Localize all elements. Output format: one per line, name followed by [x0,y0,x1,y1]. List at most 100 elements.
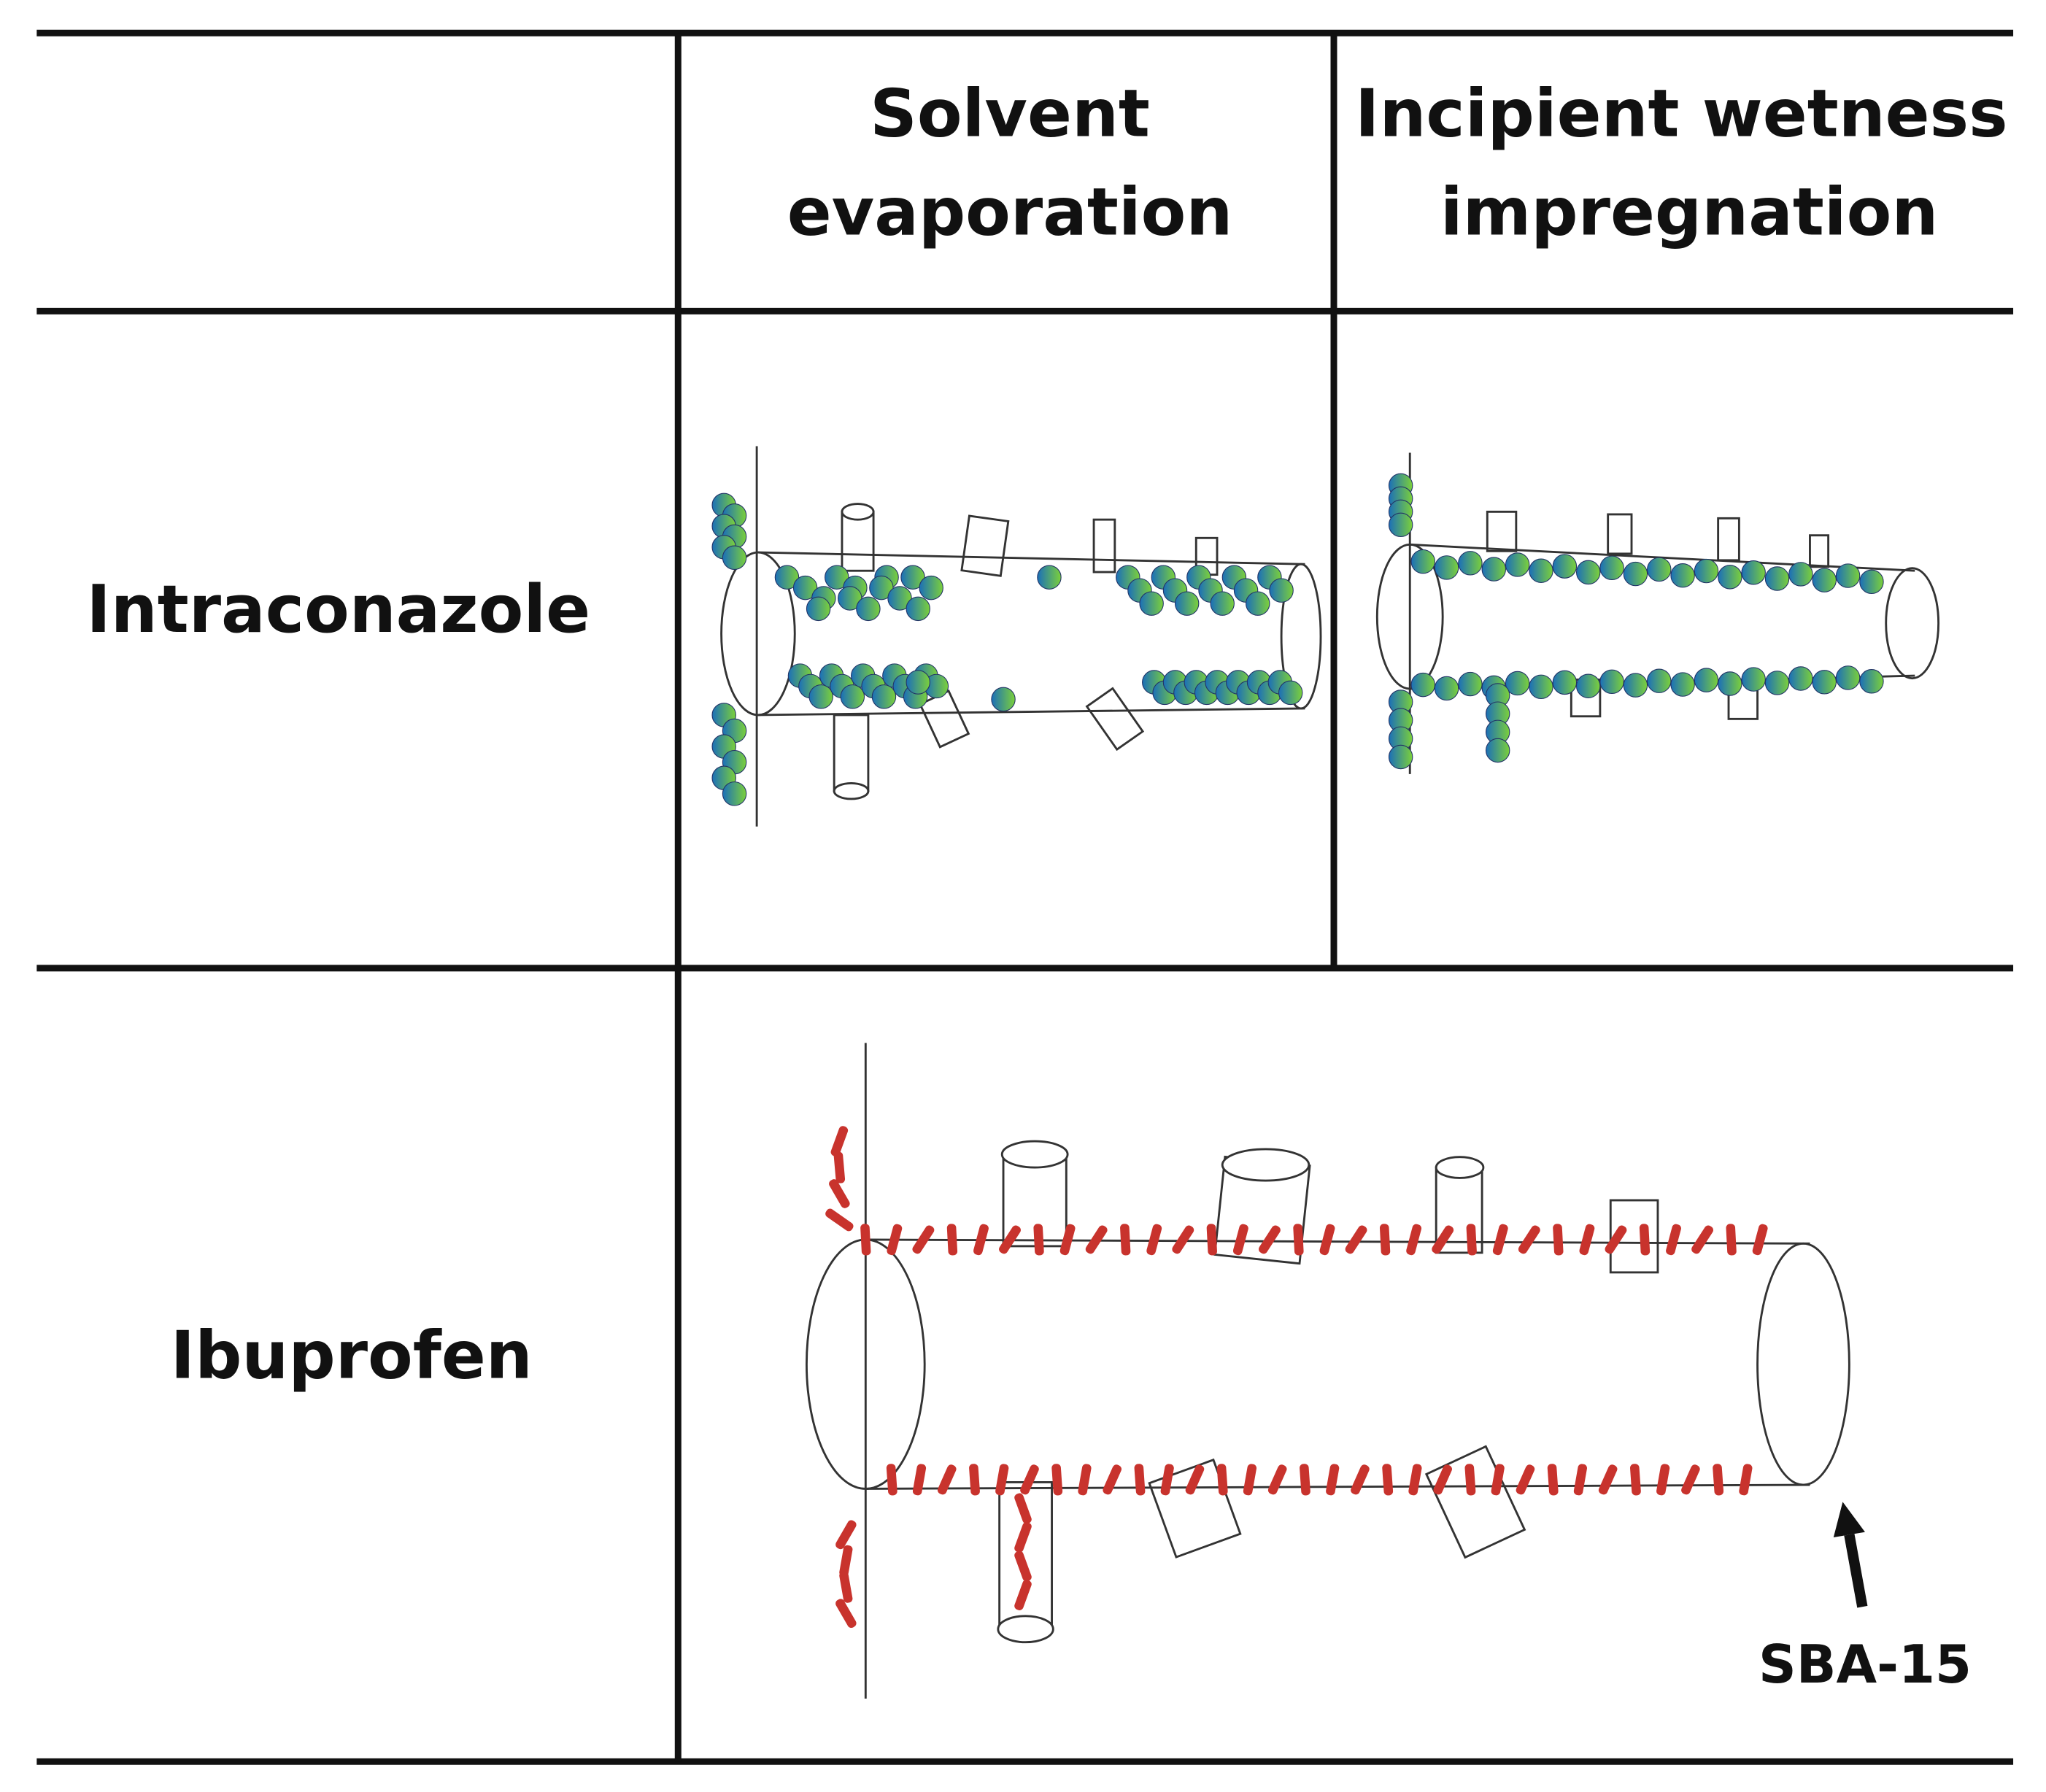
molecule [937,1464,957,1495]
molecule [1812,670,1837,695]
molecule [1491,1464,1505,1496]
molecule [833,1151,846,1183]
molecule [1434,676,1459,701]
molecule [1033,1224,1044,1256]
molecule [1085,1225,1108,1254]
molecule [839,1571,853,1603]
molecule [722,545,747,570]
molecule [1319,1224,1335,1256]
pore-illustration [720,446,1322,827]
molecule [1267,1464,1287,1495]
molecule [1433,1464,1452,1495]
molecule [1410,672,1435,698]
molecule [1300,1464,1310,1496]
molecule [1458,671,1483,697]
molecule [1599,555,1624,580]
molecule [1269,578,1294,603]
molecule [1134,1464,1146,1496]
molecule [999,1225,1021,1254]
molecule [1464,1464,1476,1496]
molecule [1206,1224,1217,1256]
molecule [1078,1464,1092,1496]
molecule [900,565,925,590]
molecule [1216,1464,1228,1496]
molecule [1051,1464,1063,1496]
molecule [1670,563,1695,588]
molecule [835,1520,857,1550]
molecule [1713,1464,1724,1496]
molecule [1623,561,1648,587]
molecule [1681,1464,1700,1495]
molecule [808,684,833,709]
column-header: Incipient wetness [1355,77,2008,152]
molecule [835,1599,857,1629]
molecule [1629,1464,1641,1496]
molecule [1014,1550,1032,1582]
molecule [1573,1464,1587,1496]
molecule [1859,669,1884,694]
molecule [1014,1522,1032,1553]
molecule [1599,669,1624,695]
molecule [1232,1224,1248,1256]
molecule [1492,1224,1508,1256]
molecule [1598,1464,1618,1495]
molecule [838,586,862,611]
molecule [1432,1225,1454,1254]
molecule [886,1464,897,1496]
molecule [1741,667,1766,692]
molecule [1575,673,1601,698]
molecule [1458,551,1483,576]
molecule [1529,558,1553,583]
row-label: Intraconazole [86,572,590,648]
molecule [1718,671,1742,696]
molecule [1434,555,1459,580]
molecule [1485,738,1510,763]
molecule [1718,565,1742,590]
molecule [1788,562,1813,587]
molecule [1516,1464,1535,1495]
molecule [1623,673,1648,698]
annotation: SBA-15 [1759,1634,1972,1695]
molecule [1505,671,1530,696]
molecule [1505,552,1530,577]
molecule [1575,560,1601,585]
molecule [1103,1464,1122,1495]
molecule [1812,568,1837,592]
molecule [856,596,881,622]
molecule [1552,670,1578,695]
molecule [871,684,897,709]
molecule [1466,1224,1477,1256]
molecule [1146,1224,1162,1256]
molecule [1647,668,1672,693]
molecule [1835,665,1861,690]
molecule [1014,1493,1032,1524]
molecule [1835,563,1861,588]
molecule [1553,1224,1564,1256]
column-header: impregnation [1440,174,1938,250]
molecule [1160,1464,1174,1496]
molecule [1120,1224,1131,1256]
molecule [1408,1464,1422,1496]
molecule [1210,591,1235,616]
molecule [946,1224,958,1256]
molecule [1379,1224,1391,1256]
molecule [1172,1225,1194,1254]
molecule [1243,1464,1257,1496]
molecule [1670,672,1695,697]
molecule [906,670,930,695]
molecule [1752,1224,1768,1256]
molecule [1788,666,1813,691]
molecule [995,1464,1009,1496]
molecule [840,684,865,709]
molecule [1326,1464,1340,1496]
molecule [806,596,831,622]
molecule [1406,1224,1422,1256]
molecule [912,1464,927,1496]
pore-illustration [1375,452,1940,774]
molecule [1547,1464,1559,1496]
molecule [1694,558,1719,584]
column-header: evaporation [787,174,1233,250]
molecule [1293,1224,1304,1256]
